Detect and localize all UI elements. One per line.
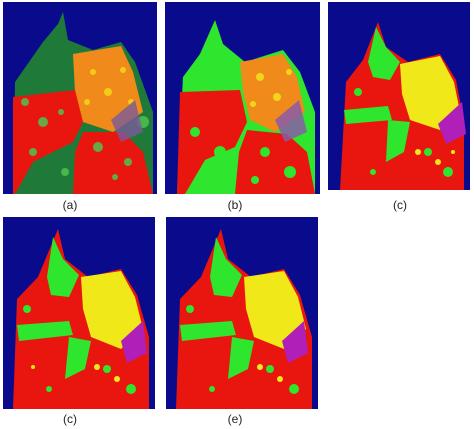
panel-a: (a) [0, 0, 160, 215]
caption-e: (e) [227, 412, 243, 426]
classification-map-b [165, 2, 320, 194]
classification-map-a [3, 2, 157, 194]
panel-c: (c) [326, 0, 474, 215]
classification-map-d [3, 217, 155, 409]
caption-c: (c) [393, 198, 407, 212]
classification-map-c [328, 2, 470, 190]
classification-map-e [166, 217, 318, 409]
panel-d: (c) [0, 215, 160, 429]
panel-e: (e) [163, 215, 323, 429]
caption-d: (c) [63, 412, 77, 426]
panel-b: (b) [163, 0, 323, 215]
caption-b: (b) [227, 198, 243, 212]
caption-a: (a) [62, 198, 78, 212]
